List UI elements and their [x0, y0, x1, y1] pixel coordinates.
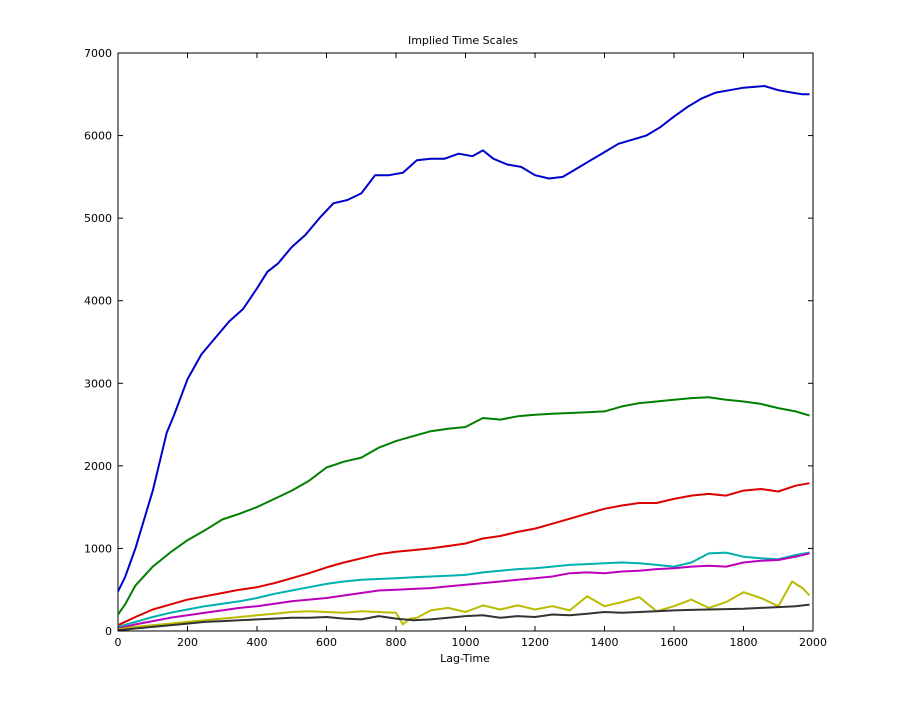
series-line-7	[117, 603, 810, 632]
x-tick-label: 400	[247, 636, 268, 649]
series-layer	[117, 85, 811, 632]
x-tick-label: 1600	[660, 636, 688, 649]
series-line-5	[117, 552, 810, 630]
x-tick-label: 1000	[452, 636, 480, 649]
x-axis-label: Lag-Time	[440, 652, 490, 665]
x-tick-label: 2000	[799, 636, 827, 649]
series-line-1	[117, 85, 810, 592]
y-tick-label: 7000	[84, 47, 112, 60]
y-tick-label: 2000	[84, 460, 112, 473]
x-tick-label: 1200	[521, 636, 549, 649]
ticks-layer: 0 200 400 600 800 1000 1200 1400 1600 1800 2000 0 10…	[84, 47, 827, 649]
y-tick-label: 3000	[84, 377, 112, 390]
y-tick-label: 0	[105, 625, 112, 638]
y-tick-label: 5000	[84, 212, 112, 225]
x-tick-label: 200	[177, 636, 198, 649]
series-line-2	[117, 396, 810, 616]
y-tick-label: 4000	[84, 295, 112, 308]
plot-area	[117, 52, 814, 632]
x-tick-label: 600	[316, 636, 337, 649]
y-tick-label: 6000	[84, 130, 112, 143]
chart-title: Implied Time Scales	[408, 34, 518, 47]
series-line-3	[117, 482, 810, 627]
x-tick-label: 1400	[591, 636, 619, 649]
series-line-4	[117, 551, 810, 628]
x-tick-label: 0	[115, 636, 122, 649]
x-tick-label: 1800	[730, 636, 758, 649]
x-tick-label: 800	[386, 636, 407, 649]
series-line-6	[117, 580, 811, 631]
y-tick-label: 1000	[84, 542, 112, 555]
